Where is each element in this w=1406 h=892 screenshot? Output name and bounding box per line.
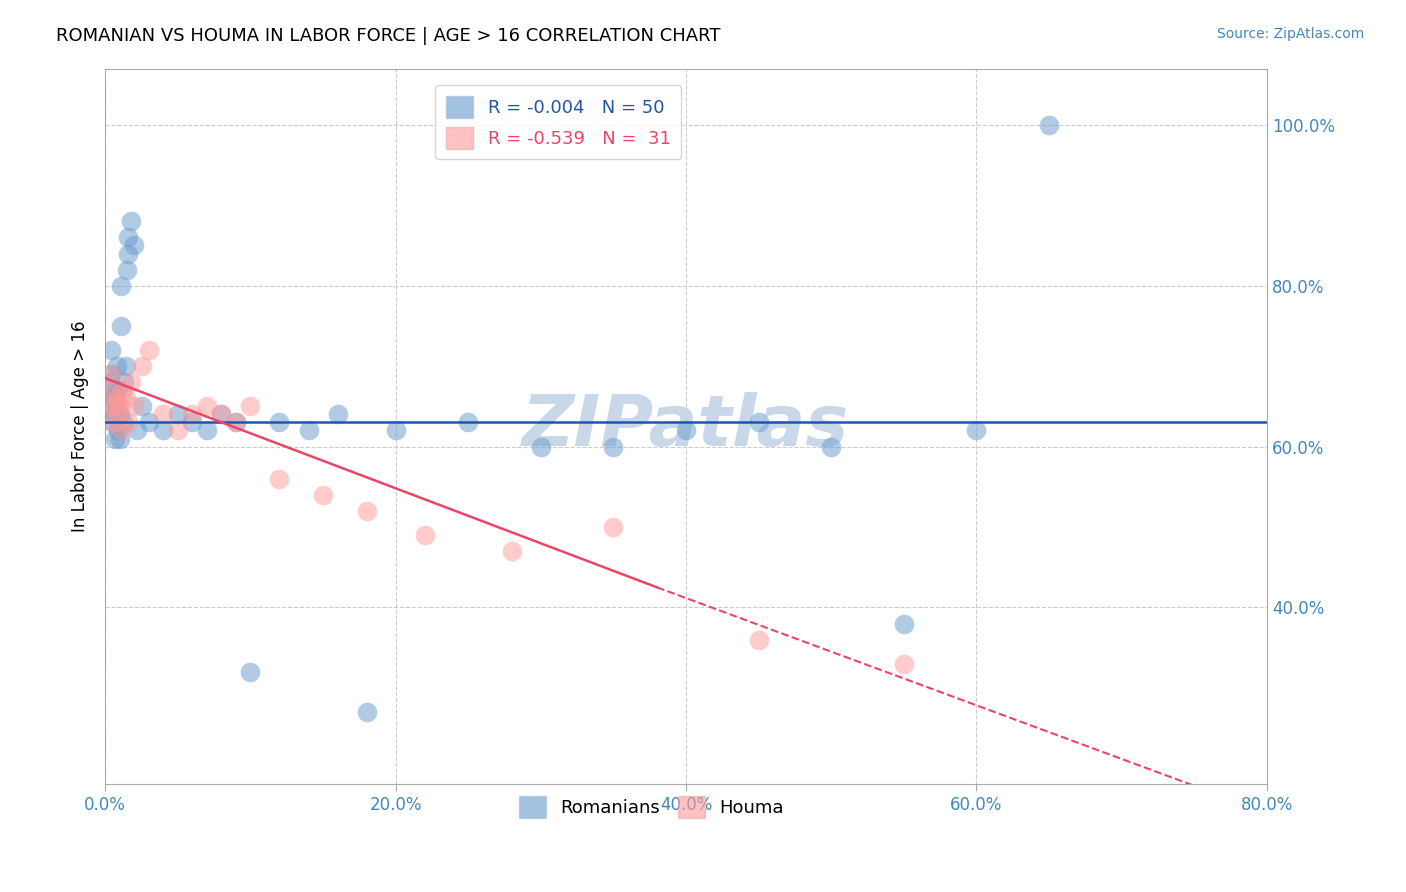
- Point: [166, 408, 188, 422]
- Point: [269, 472, 291, 486]
- Point: [181, 416, 204, 430]
- Point: [114, 392, 136, 406]
- Legend: Romanians, Houma: Romanians, Houma: [512, 789, 792, 825]
- Point: [108, 408, 131, 422]
- Point: [138, 416, 160, 430]
- Point: [225, 416, 247, 430]
- Point: [103, 416, 125, 430]
- Y-axis label: In Labor Force | Age > 16: In Labor Force | Age > 16: [72, 321, 89, 533]
- Point: [101, 392, 124, 406]
- Point: [239, 665, 262, 679]
- Point: [101, 416, 124, 430]
- Point: [209, 408, 232, 422]
- Point: [138, 343, 160, 357]
- Point: [97, 400, 120, 414]
- Point: [297, 424, 319, 438]
- Point: [115, 262, 138, 277]
- Point: [117, 246, 139, 260]
- Point: [104, 432, 127, 446]
- Point: [104, 400, 127, 414]
- Point: [152, 424, 174, 438]
- Point: [114, 359, 136, 373]
- Point: [105, 359, 128, 373]
- Point: [98, 400, 121, 414]
- Point: [239, 400, 262, 414]
- Point: [893, 616, 915, 631]
- Point: [501, 544, 523, 558]
- Point: [122, 238, 145, 252]
- Point: [110, 424, 132, 438]
- Point: [101, 384, 124, 398]
- Point: [107, 408, 129, 422]
- Point: [209, 408, 232, 422]
- Point: [131, 400, 153, 414]
- Point: [181, 408, 204, 422]
- Point: [675, 424, 697, 438]
- Text: ROMANIAN VS HOUMA IN LABOR FORCE | AGE > 16 CORRELATION CHART: ROMANIAN VS HOUMA IN LABOR FORCE | AGE >…: [56, 27, 721, 45]
- Point: [413, 528, 436, 542]
- Point: [117, 416, 139, 430]
- Point: [122, 400, 145, 414]
- Point: [457, 416, 479, 430]
- Point: [530, 440, 553, 454]
- Point: [104, 392, 127, 406]
- Point: [966, 424, 988, 438]
- Point: [110, 318, 132, 333]
- Point: [108, 432, 131, 446]
- Point: [384, 424, 406, 438]
- Point: [195, 424, 218, 438]
- Point: [111, 384, 134, 398]
- Point: [312, 488, 335, 502]
- Point: [1038, 118, 1060, 132]
- Point: [107, 424, 129, 438]
- Point: [127, 424, 149, 438]
- Point: [107, 384, 129, 398]
- Point: [110, 278, 132, 293]
- Point: [225, 416, 247, 430]
- Point: [100, 367, 122, 381]
- Point: [100, 343, 122, 357]
- Point: [602, 520, 624, 534]
- Point: [103, 408, 125, 422]
- Point: [120, 214, 142, 228]
- Point: [131, 359, 153, 373]
- Point: [111, 416, 134, 430]
- Text: ZIPatlas: ZIPatlas: [523, 392, 849, 461]
- Point: [105, 400, 128, 414]
- Point: [103, 384, 125, 398]
- Point: [356, 504, 378, 518]
- Point: [120, 376, 142, 390]
- Point: [166, 424, 188, 438]
- Point: [100, 367, 122, 381]
- Point: [326, 408, 349, 422]
- Point: [893, 657, 915, 671]
- Point: [602, 440, 624, 454]
- Point: [112, 376, 135, 390]
- Point: [117, 230, 139, 244]
- Point: [748, 416, 770, 430]
- Point: [269, 416, 291, 430]
- Text: Source: ZipAtlas.com: Source: ZipAtlas.com: [1216, 27, 1364, 41]
- Point: [152, 408, 174, 422]
- Point: [748, 632, 770, 647]
- Point: [98, 376, 121, 390]
- Point: [356, 705, 378, 719]
- Point: [105, 392, 128, 406]
- Point: [820, 440, 842, 454]
- Point: [195, 400, 218, 414]
- Point: [108, 400, 131, 414]
